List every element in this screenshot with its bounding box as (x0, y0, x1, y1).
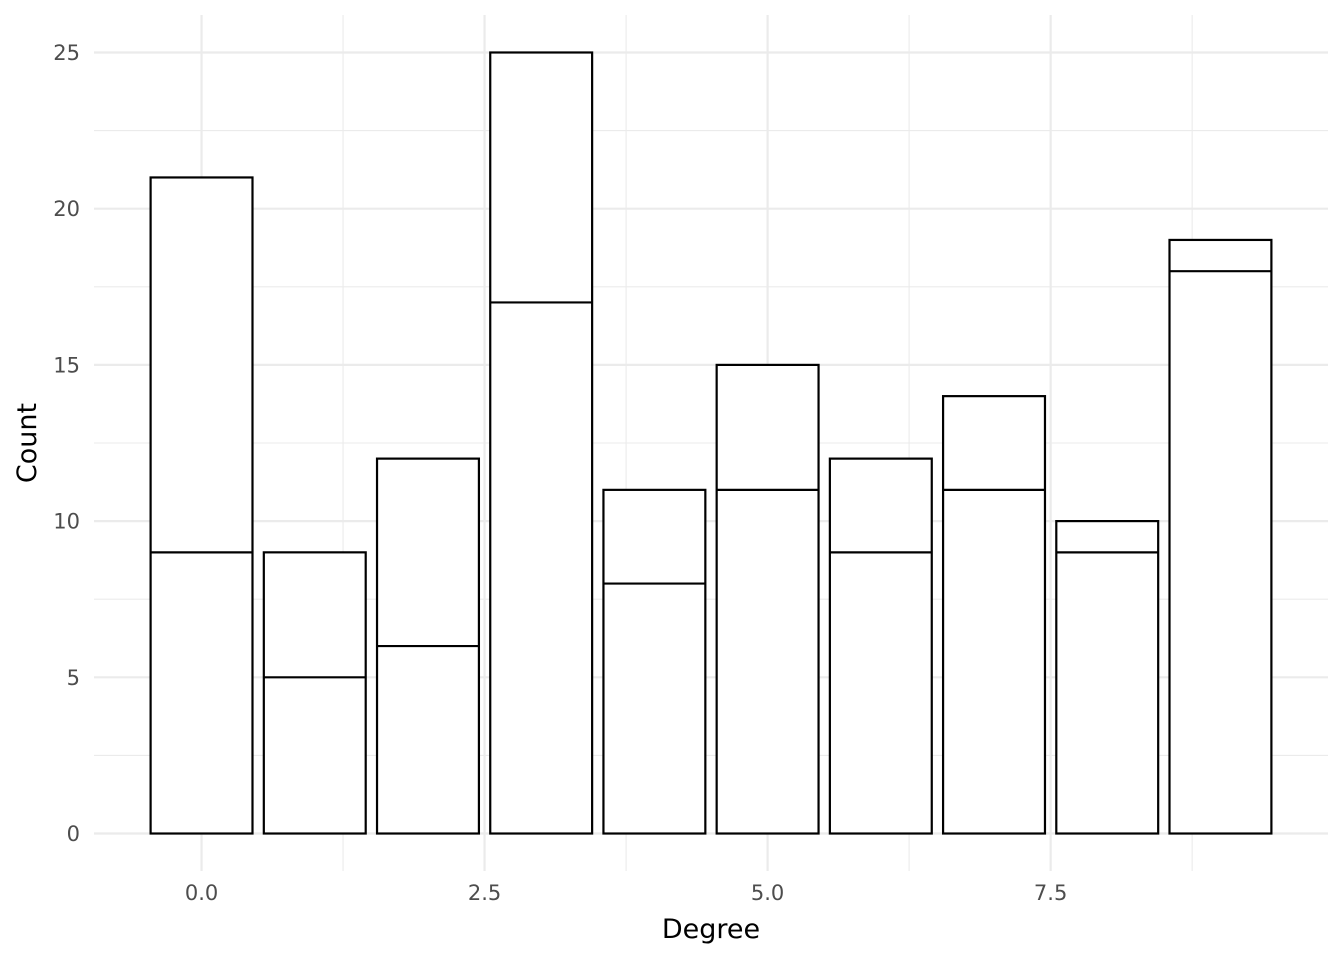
y-tick-label: 20 (53, 197, 80, 221)
bar-group (828, 457, 933, 835)
bar-group (375, 457, 481, 835)
y-axis-title: Count (12, 403, 43, 483)
bar (602, 488, 707, 835)
x-axis-title: Degree (662, 914, 760, 945)
bar (489, 51, 594, 835)
x-tick-label: 5.0 (751, 881, 784, 905)
bar-group (602, 488, 707, 835)
bar (941, 395, 1047, 835)
y-tick-label: 10 (53, 510, 80, 534)
bar (715, 363, 820, 835)
bar-group (149, 176, 254, 835)
bar-group (489, 51, 594, 835)
x-tick-labels: 0.0 2.5 5.0 7.5 (185, 881, 1067, 905)
y-tick-label: 25 (53, 41, 80, 65)
bar-group (262, 551, 367, 835)
bar (1055, 520, 1160, 835)
bar-group (941, 395, 1047, 835)
y-tick-labels: 0 5 10 15 20 25 (53, 41, 80, 846)
bar (149, 176, 254, 835)
bar-group (1168, 238, 1273, 835)
x-tick-label: 0.0 (185, 881, 218, 905)
bars (149, 51, 1273, 835)
bar (828, 457, 933, 835)
y-tick-label: 5 (67, 666, 80, 690)
bar (262, 551, 367, 835)
y-tick-label: 15 (53, 353, 80, 377)
bar (1168, 238, 1273, 835)
bar-group (1055, 520, 1160, 835)
bar-group (715, 363, 820, 835)
x-tick-label: 2.5 (468, 881, 501, 905)
y-tick-label: 0 (67, 822, 80, 846)
x-tick-label: 7.5 (1034, 881, 1067, 905)
